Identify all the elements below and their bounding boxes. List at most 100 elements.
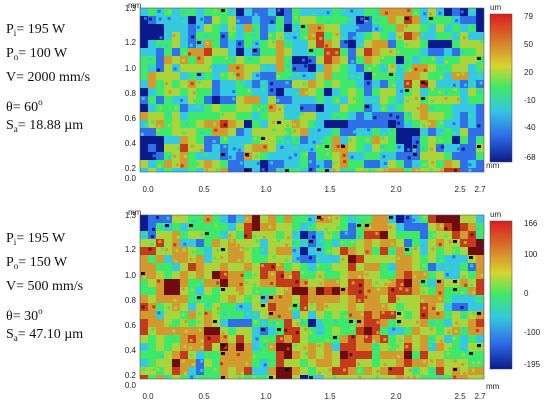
height-cell xyxy=(220,72,228,80)
height-cell xyxy=(308,8,316,16)
height-cell xyxy=(196,351,204,359)
height-speckle xyxy=(360,43,364,47)
height-cell xyxy=(348,112,356,120)
height-cell xyxy=(364,263,372,271)
height-cell xyxy=(220,56,228,64)
height-cell xyxy=(396,112,404,120)
x-tick: 1.0 xyxy=(260,185,272,194)
height-cell xyxy=(164,144,172,152)
height-cell xyxy=(372,64,380,72)
height-cell xyxy=(324,367,332,375)
height-cell xyxy=(276,168,284,172)
height-speckle xyxy=(295,331,299,335)
height-speckle xyxy=(357,362,361,366)
height-cell xyxy=(148,335,156,343)
height-cell xyxy=(388,367,396,375)
height-cell xyxy=(428,112,436,120)
height-cell xyxy=(268,319,276,327)
height-cell xyxy=(452,335,460,343)
height-speckle xyxy=(295,138,299,142)
height-cell xyxy=(244,343,252,351)
height-void xyxy=(221,344,225,347)
height-cell xyxy=(468,215,476,223)
height-cell xyxy=(204,72,212,80)
height-cell xyxy=(452,144,460,152)
height-cell xyxy=(212,215,220,223)
height-cell xyxy=(348,136,356,144)
height-cell xyxy=(236,271,244,279)
height-cell xyxy=(332,88,340,96)
height-speckle xyxy=(351,240,355,244)
height-speckle xyxy=(350,60,354,64)
height-cell xyxy=(204,351,212,359)
height-cell xyxy=(220,335,228,343)
height-speckle xyxy=(183,154,187,158)
height-cell xyxy=(460,112,468,120)
height-cell xyxy=(476,263,484,271)
height-speckle xyxy=(232,97,236,101)
height-cell xyxy=(276,72,284,80)
height-cell xyxy=(204,255,212,263)
height-speckle xyxy=(228,155,232,159)
height-cell xyxy=(476,112,484,120)
height-map-cells xyxy=(140,215,484,379)
height-cell xyxy=(220,168,228,172)
y-tick: 1.3 xyxy=(125,211,137,220)
height-cell xyxy=(452,231,460,239)
height-cell xyxy=(388,104,396,112)
height-cell xyxy=(372,319,380,327)
height-cell xyxy=(236,136,244,144)
height-cell xyxy=(436,303,444,311)
height-speckle xyxy=(248,57,252,61)
height-void xyxy=(317,248,321,251)
height-cell xyxy=(404,128,412,136)
height-cell xyxy=(476,64,484,72)
height-cell xyxy=(236,112,244,120)
height-cell xyxy=(212,359,220,367)
height-cell xyxy=(172,335,180,343)
height-speckle xyxy=(168,90,172,94)
height-speckle xyxy=(452,83,456,87)
height-speckle xyxy=(288,76,292,80)
height-cell xyxy=(276,263,284,271)
height-cell xyxy=(220,40,228,48)
height-cell xyxy=(444,72,452,80)
height-cell xyxy=(228,128,236,136)
height-speckle xyxy=(366,81,370,85)
height-cell xyxy=(332,223,340,231)
height-void xyxy=(357,224,361,227)
height-cell xyxy=(428,343,436,351)
height-cell xyxy=(396,24,404,32)
height-speckle xyxy=(421,290,425,294)
height-speckle xyxy=(372,99,376,103)
height-cell xyxy=(372,168,380,172)
height-cell xyxy=(324,239,332,247)
height-cell xyxy=(140,88,148,96)
height-cell xyxy=(284,48,292,56)
height-speckle xyxy=(430,321,434,325)
height-cell xyxy=(388,279,396,287)
height-cell xyxy=(460,295,468,303)
height-cell xyxy=(420,120,428,128)
height-cell xyxy=(284,215,292,223)
height-speckle xyxy=(284,328,288,332)
height-cell xyxy=(380,255,388,263)
height-cell xyxy=(364,303,372,311)
height-cell xyxy=(468,239,476,247)
height-cell xyxy=(276,56,284,64)
height-speckle xyxy=(439,76,443,80)
height-cell xyxy=(444,295,452,303)
height-speckle xyxy=(327,231,331,235)
height-speckle xyxy=(423,163,427,167)
height-cell xyxy=(260,223,268,231)
height-cell xyxy=(316,343,324,351)
height-speckle xyxy=(151,234,155,238)
height-speckle xyxy=(380,28,384,32)
height-speckle xyxy=(238,42,242,46)
height-void xyxy=(325,145,329,148)
height-void xyxy=(205,232,209,235)
height-cell xyxy=(340,24,348,32)
height-cell xyxy=(148,96,156,104)
height-cell xyxy=(380,311,388,319)
height-speckle xyxy=(428,344,432,348)
